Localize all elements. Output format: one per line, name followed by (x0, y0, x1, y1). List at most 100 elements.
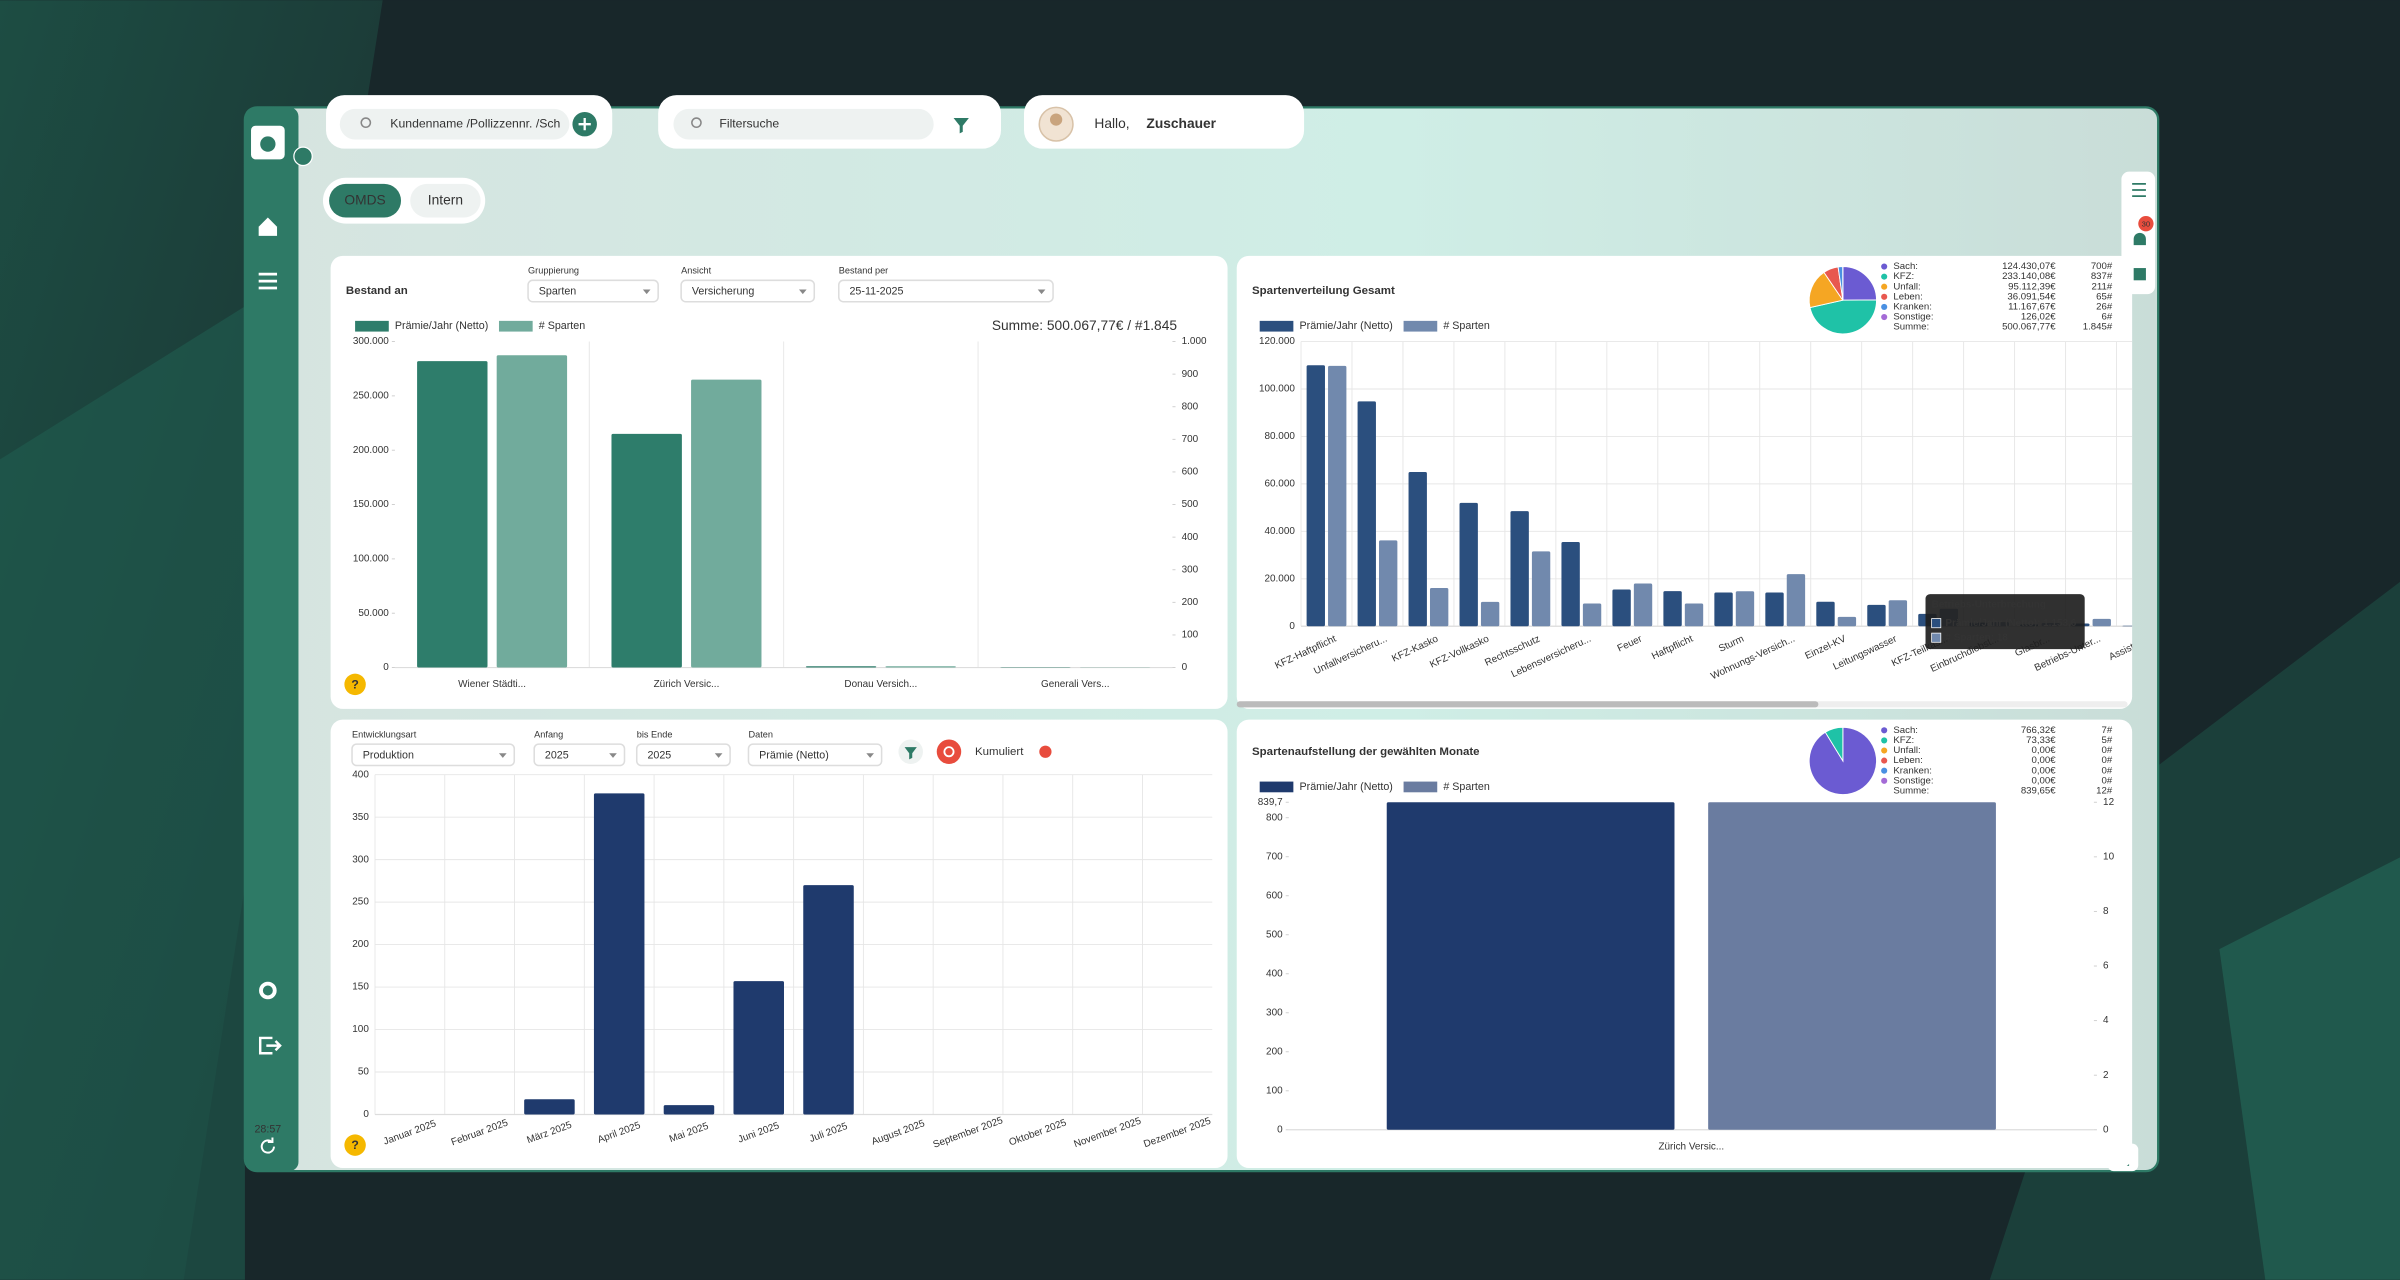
toggle-label: Kumuliert (975, 746, 1024, 758)
dropdown[interactable] (680, 279, 816, 303)
help-button[interactable] (344, 673, 366, 696)
dropdown[interactable] (533, 743, 626, 767)
pie-legend-dot (1881, 747, 1888, 754)
settings-icon[interactable] (259, 981, 277, 1000)
scrollbar-thumb[interactable] (1236, 701, 1819, 708)
bar (1663, 591, 1682, 627)
bar (1459, 502, 1478, 627)
x-tick-label: Wiener Städti... (458, 679, 526, 690)
session-time: 28:57 (254, 1124, 281, 1136)
bar (1510, 511, 1529, 627)
y-tick-label: 250.000 (353, 390, 389, 401)
logout-icon[interactable] (258, 1036, 282, 1055)
pie-total-count: 12# (2096, 785, 2113, 796)
y-tick-label: 839,7 (1258, 797, 1283, 808)
pie-legend-value: 766,32€ (2021, 725, 2056, 736)
pie-legend-value: 126,02€ (2021, 312, 2056, 323)
refresh-icon[interactable] (260, 1137, 275, 1154)
pie-legend-count: 837# (2091, 271, 2113, 282)
x-tick-label: Zürich Versic... (654, 679, 720, 690)
y-tick-label: 800 (1266, 812, 1283, 823)
bar (1765, 592, 1784, 627)
y2-tick-label: 400 (1182, 532, 1199, 543)
pie-legend-dot (1881, 263, 1888, 270)
control-label: Bestand per (839, 266, 888, 276)
y2-tick-label: 12 (2103, 797, 2115, 808)
legend-swatch (498, 320, 533, 332)
reset-icon (943, 746, 955, 758)
legend-swatch (355, 320, 389, 332)
pie-legend-count: 65# (2096, 291, 2113, 302)
legend-label: Prämie/Jahr (Netto) (1299, 781, 1392, 793)
filter-icon (904, 747, 917, 760)
background-shape (2219, 857, 2400, 1280)
chart-title: Bestand an (346, 285, 408, 297)
dropdown-value: 2025 (545, 749, 569, 761)
bar (2092, 618, 2111, 627)
greeting: Hallo, (1094, 116, 1129, 131)
y-tick-label: 150 (352, 982, 369, 993)
bar (805, 666, 877, 668)
pie-legend-dot (1881, 767, 1888, 774)
y-tick-label: 40.000 (1264, 526, 1295, 537)
x-tick-label: Generali Vers... (1041, 679, 1110, 690)
dropdown[interactable] (635, 743, 731, 767)
tab: Intern (428, 192, 463, 207)
bar (1480, 601, 1500, 627)
pie-total-count: 1.845# (2083, 322, 2113, 333)
y-tick-label: 300.000 (353, 336, 389, 347)
tab-active[interactable] (329, 183, 402, 218)
pie-legend-value: 0,00€ (2032, 755, 2057, 766)
dropdown[interactable] (838, 279, 1054, 303)
logo-mark (260, 136, 276, 152)
legend-swatch (1259, 320, 1294, 332)
filter-icon[interactable] (953, 118, 969, 134)
pie-total-value: 500.067,77€ (2002, 322, 2056, 333)
notes-icon[interactable] (2133, 268, 2146, 281)
pie-legend-label: KFZ: (1893, 271, 1914, 282)
notification-badge (2138, 216, 2154, 232)
bar (1429, 587, 1449, 627)
pie-total-label: Summe: (1893, 785, 1929, 796)
pie-legend-count: 0# (2102, 765, 2113, 776)
dropdown[interactable] (747, 743, 883, 767)
y-tick-label: 100 (352, 1024, 369, 1035)
pie-slice (1842, 266, 1877, 301)
filter-search-field (673, 108, 934, 140)
y2-tick-label: 600 (1182, 467, 1199, 478)
reset-button[interactable] (936, 739, 962, 764)
tab-inactive[interactable] (410, 183, 481, 218)
pie-legend-count: 0# (2102, 755, 2113, 766)
help-button[interactable] (344, 1134, 366, 1156)
bar (524, 1099, 575, 1115)
pie-legend-label: Sach: (1893, 725, 1918, 736)
bar (1408, 472, 1427, 627)
bell-icon[interactable] (2133, 232, 2146, 246)
dropdown[interactable] (351, 743, 516, 767)
dropdown[interactable] (527, 279, 659, 303)
list-icon[interactable] (258, 272, 278, 290)
pie-legend-label: Kranken: (1893, 301, 1932, 312)
dropdown-caret (1037, 289, 1046, 295)
y-tick-label: 100.000 (1259, 384, 1295, 395)
dropdown-caret (498, 753, 507, 758)
pie-legend-dot (1881, 757, 1888, 764)
y2-tick-label: 10 (2103, 851, 2115, 862)
legend-swatch (1403, 781, 1438, 793)
pie-slice (1824, 726, 1844, 763)
bar (1612, 589, 1631, 627)
list-icon[interactable] (2132, 182, 2146, 198)
plot-area: Wiener Städti... Zürich Versic... Donau Ve… (394, 341, 1173, 690)
bar (1531, 551, 1551, 627)
y-tick-label: 80.000 (1264, 431, 1295, 442)
pie-slice (1809, 299, 1877, 335)
control-label: Ansicht (681, 266, 712, 276)
tooltip (1925, 594, 2085, 650)
pie-legend-label: Sonstige: (1893, 775, 1933, 786)
pie-legend-dot (1881, 283, 1888, 290)
bar (691, 379, 762, 668)
legend-label: # Sparten (1443, 320, 1489, 332)
toggle[interactable] (1039, 745, 1052, 758)
sidebar-toggle[interactable] (293, 146, 313, 167)
